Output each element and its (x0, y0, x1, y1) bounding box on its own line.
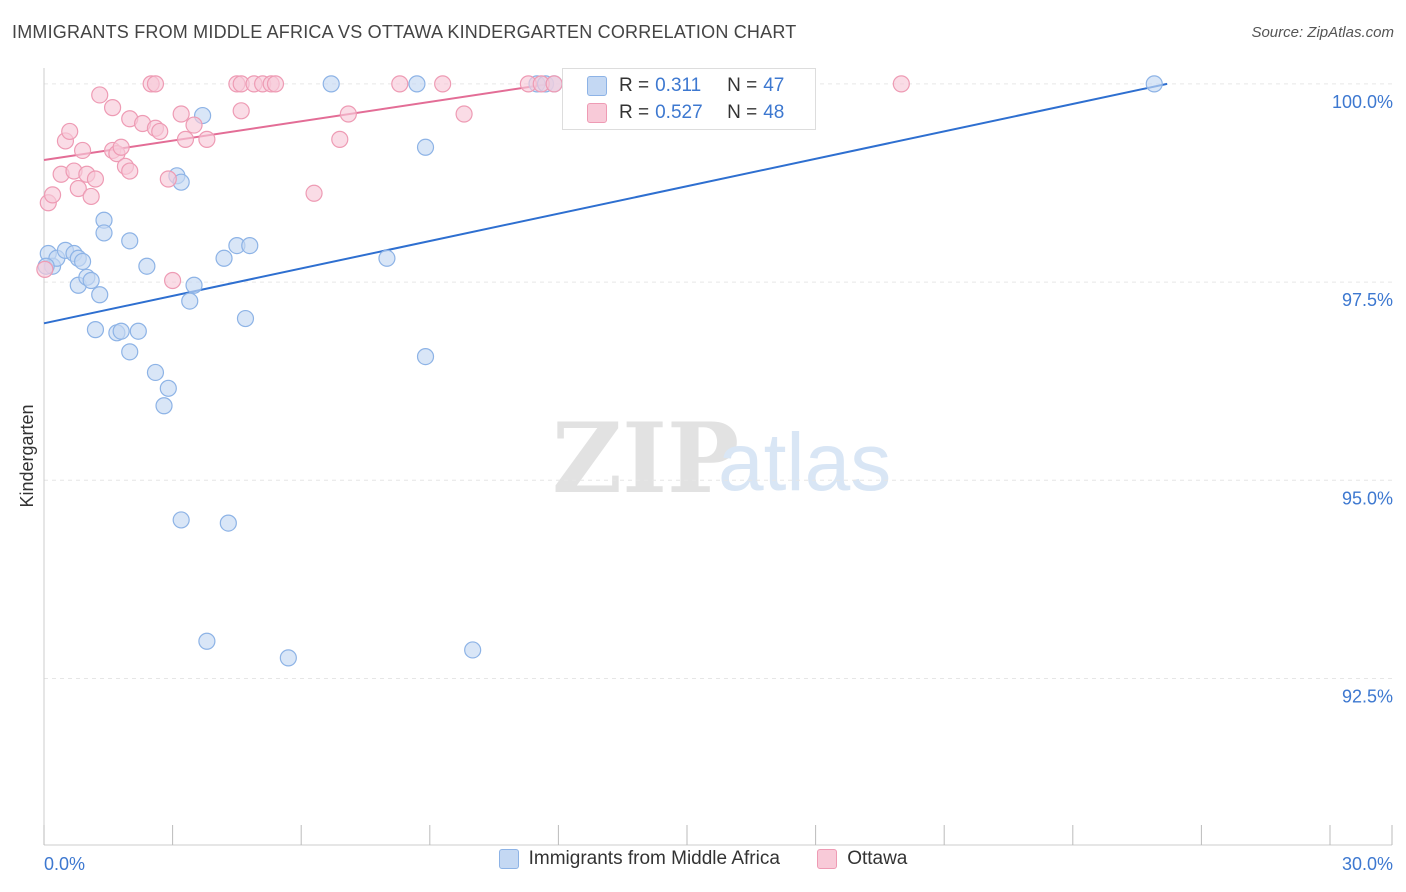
point-middle-africa (172, 511, 190, 529)
x-tick-label: 30.0% (1342, 854, 1393, 874)
grid-lines (44, 83, 1392, 679)
stats-box: R = 0.311 N = 47 R = 0.527 N = 48 (562, 68, 816, 130)
n-value: 47 (763, 75, 785, 96)
point-ottawa (164, 271, 182, 290)
point-ottawa (176, 130, 195, 148)
point-ottawa (43, 186, 62, 204)
watermark-atlas: atlas (718, 417, 891, 508)
point-middle-africa (408, 75, 426, 93)
point-ottawa (455, 105, 473, 123)
point-ottawa (159, 170, 177, 188)
point-middle-africa (138, 257, 156, 275)
point-ottawa (151, 122, 169, 141)
point-middle-africa (82, 271, 100, 290)
point-ottawa (73, 141, 92, 160)
pink-square-icon (817, 849, 838, 869)
point-middle-africa (1145, 75, 1163, 93)
point-middle-africa (198, 632, 216, 650)
point-ottawa (185, 116, 203, 134)
point-ottawa (112, 138, 130, 156)
tick-labels: 92.5% 95.0% 97.5% 100.0% 0.0% 30.0% (44, 92, 1393, 874)
point-ottawa (434, 75, 452, 93)
point-middle-africa (322, 75, 340, 93)
watermark-zip: ZIP (552, 402, 739, 515)
r-value: 0.311 (655, 75, 702, 96)
point-ottawa (266, 75, 285, 93)
blue-square-icon (498, 849, 519, 869)
axes (43, 68, 1393, 846)
point-ottawa (36, 260, 54, 278)
y-tick-label: 95.0% (1342, 488, 1393, 508)
point-middle-africa (236, 309, 255, 328)
point-ottawa (172, 105, 190, 123)
point-ottawa (545, 75, 563, 93)
point-middle-africa (121, 343, 139, 361)
point-middle-africa (121, 232, 139, 250)
legend-label: Immigrants from Middle Africa (528, 848, 780, 869)
point-ottawa (892, 75, 910, 93)
point-ottawa (61, 122, 79, 141)
point-ottawa (146, 75, 165, 93)
point-middle-africa (416, 138, 435, 156)
point-ottawa (69, 179, 87, 198)
point-ottawa (103, 99, 122, 117)
legend-label: Ottawa (847, 848, 908, 869)
point-middle-africa (159, 379, 177, 397)
point-middle-africa (112, 322, 130, 340)
point-middle-africa (129, 322, 147, 340)
r-label: R = (619, 102, 650, 123)
r-label: R = (619, 75, 650, 96)
stats-row-blue: R = 0.311 N = 47 (587, 73, 785, 99)
y-axis-label: Kindergarten (17, 404, 37, 507)
point-middle-africa (155, 397, 173, 415)
point-ottawa (232, 102, 250, 120)
trend-line-middle-africa (43, 82, 1168, 325)
legend: Immigrants from Middle Africa Ottawa (0, 848, 1406, 875)
point-ottawa (331, 130, 349, 148)
data-points (36, 75, 1163, 667)
n-label: N = (727, 75, 758, 96)
source-label: Source: ZipAtlas.com (1251, 24, 1394, 41)
point-middle-africa (181, 292, 199, 310)
point-middle-africa (378, 249, 396, 267)
point-middle-africa (241, 237, 259, 255)
point-ottawa (198, 130, 216, 148)
stats-row-pink: R = 0.527 N = 48 (587, 100, 785, 126)
blue-square-icon (587, 76, 607, 96)
point-middle-africa (279, 649, 297, 667)
r-value: 0.527 (655, 102, 703, 123)
point-ottawa (391, 75, 409, 93)
point-middle-africa (215, 249, 233, 267)
point-middle-africa (73, 252, 92, 271)
point-ottawa (86, 170, 105, 188)
y-tick-label: 92.5% (1342, 687, 1393, 707)
point-middle-africa (91, 286, 109, 304)
point-middle-africa (185, 276, 203, 294)
chart-title: IMMIGRANTS FROM MIDDLE AFRICA VS OTTAWA … (12, 22, 797, 42)
point-ottawa (91, 86, 109, 104)
legend-item-middle-africa[interactable]: Immigrants from Middle Africa (498, 848, 780, 870)
point-ottawa (305, 184, 323, 202)
point-middle-africa (95, 224, 113, 242)
point-ottawa (339, 105, 357, 123)
point-middle-africa (146, 363, 165, 382)
n-label: N = (727, 102, 758, 123)
point-middle-africa (416, 348, 435, 366)
point-middle-africa (219, 514, 237, 532)
x-tick-label: 0.0% (44, 854, 85, 874)
n-value: 48 (763, 102, 785, 123)
y-tick-label: 97.5% (1342, 290, 1393, 310)
y-tick-label: 100.0% (1332, 92, 1393, 112)
point-ottawa (82, 187, 100, 206)
point-middle-africa (86, 321, 105, 339)
point-middle-africa (464, 641, 482, 659)
watermark: ZIP atlas (552, 402, 891, 515)
legend-item-ottawa[interactable]: Ottawa (817, 848, 907, 870)
pink-square-icon (587, 103, 607, 123)
point-ottawa (121, 162, 139, 180)
